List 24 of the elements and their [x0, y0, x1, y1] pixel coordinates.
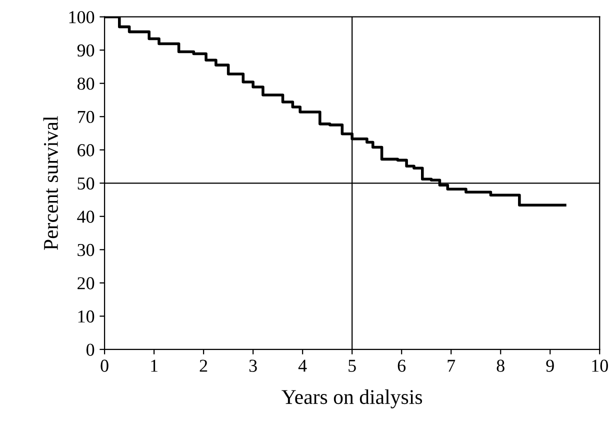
y-tick-label: 40: [77, 210, 94, 223]
y-tick-label: 80: [77, 78, 94, 90]
y-tick-label: 0: [86, 344, 94, 356]
y-tick-label: 90: [77, 44, 94, 57]
y-tick-label: 50: [78, 177, 94, 190]
y-tick-label: 100: [69, 11, 94, 24]
y-tick-label: 70: [78, 110, 94, 124]
x-tick-label: 5: [348, 360, 356, 372]
x-tick-label: 2: [200, 360, 208, 372]
x-tick-label: 1: [151, 360, 158, 372]
x-tick-label: 10: [592, 360, 608, 372]
y-tick-label: 10: [78, 310, 94, 323]
x-tick-label: 9: [546, 360, 554, 372]
x-tick-label: 6: [398, 360, 406, 372]
x-tick-label: 8: [496, 360, 504, 372]
x-tick-label: 0: [100, 360, 108, 372]
x-axis-title: Years on dialysis: [282, 389, 422, 408]
y-tick-label: 30: [78, 244, 94, 256]
y-axis-title: Percent survival: [43, 116, 58, 250]
y-tick-label: 60: [78, 144, 94, 156]
x-tick-label: 4: [298, 360, 307, 372]
x-tick-label: 7: [448, 360, 456, 372]
y-tick-label: 20: [78, 277, 94, 290]
x-tick-label: 3: [249, 360, 257, 372]
